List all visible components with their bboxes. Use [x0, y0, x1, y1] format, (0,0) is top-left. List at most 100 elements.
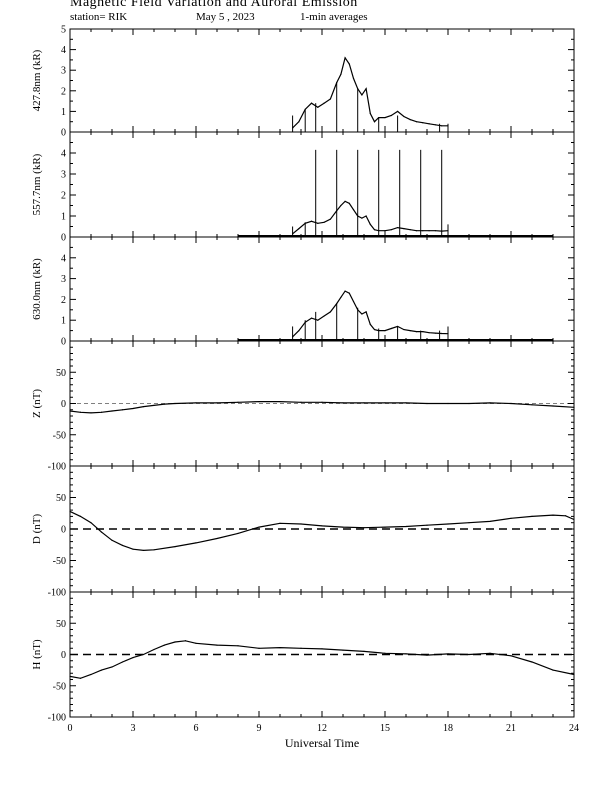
data-point [441, 332, 443, 335]
data-point [216, 644, 218, 646]
data-point [153, 648, 155, 651]
y-tick-label: -100 [48, 462, 66, 473]
data-point [323, 221, 325, 223]
panel-frame [69, 131, 575, 238]
x-tick-label: 0 [68, 723, 73, 734]
y-tick-label: 2 [61, 191, 66, 202]
station-label: station= RIK [70, 11, 128, 23]
data-point [378, 116, 380, 119]
y-tick-label: 50 [56, 619, 66, 630]
data-point [121, 409, 124, 411]
series-line [69, 510, 575, 552]
y-axis-label: D (nT) [31, 514, 43, 545]
data-point [132, 407, 134, 410]
data-point [279, 647, 281, 649]
data-point [258, 526, 260, 528]
data-point [258, 647, 260, 649]
data-point [552, 514, 554, 516]
data-point [426, 654, 428, 656]
y-tick-label: 4 [61, 149, 66, 160]
data-point [403, 228, 405, 230]
data-point [384, 230, 386, 232]
data-point [489, 402, 491, 404]
data-point [531, 661, 533, 663]
y-tick-label: 2 [61, 295, 66, 306]
data-point [310, 102, 313, 104]
data-point [344, 57, 346, 59]
series-line [69, 640, 575, 679]
data-point [142, 549, 145, 552]
data-point [292, 233, 294, 235]
x-tick-label: 15 [380, 723, 390, 734]
data-point [552, 405, 554, 407]
data-point [317, 222, 319, 224]
data-point [195, 402, 197, 404]
data-point [384, 330, 386, 332]
data-point [434, 124, 436, 126]
data-point [174, 641, 176, 643]
data-point [323, 315, 325, 317]
data-point [573, 673, 575, 676]
data-point [384, 526, 386, 528]
data-point [121, 544, 124, 546]
data-point [365, 311, 367, 313]
y-tick-label: 1 [61, 107, 66, 118]
data-point [163, 644, 166, 646]
data-point [153, 549, 155, 551]
panel-magnetic-z: -100 -50 0 50 Z (nT) [31, 340, 575, 473]
data-point [348, 202, 350, 204]
series-line [69, 401, 575, 414]
data-point [340, 204, 342, 207]
data-point [298, 228, 300, 230]
data-point [365, 88, 367, 90]
y-tick-label: 3 [61, 170, 66, 181]
data-point [357, 309, 359, 311]
data-point [468, 653, 470, 656]
data-point [279, 401, 281, 403]
data-point [352, 77, 355, 80]
data-point [310, 317, 313, 319]
data-point [378, 230, 380, 232]
data-point [79, 677, 82, 679]
data-point [342, 649, 344, 651]
data-point [363, 650, 365, 652]
data-point [90, 673, 92, 676]
data-point [216, 537, 218, 540]
data-point [357, 88, 359, 90]
data-point [397, 110, 399, 112]
data-point [447, 402, 449, 405]
data-point [100, 669, 103, 671]
y-tick-label: 0 [61, 650, 66, 661]
data-point [336, 210, 338, 212]
panel-frame [69, 236, 575, 342]
date-label: May 5 , 2023 [196, 11, 255, 23]
data-point [216, 402, 218, 404]
y-tick-label: 4 [61, 253, 66, 264]
data-point [422, 331, 424, 333]
data-point [174, 546, 176, 548]
data-point [405, 653, 407, 655]
data-point [79, 515, 82, 518]
y-tick-label: -100 [48, 588, 66, 599]
x-tick-label: 9 [257, 723, 262, 734]
data-point [405, 525, 407, 528]
data-point [415, 230, 418, 232]
data-point [100, 531, 103, 533]
y-axis-label: H (nT) [31, 639, 43, 670]
data-point [489, 652, 491, 654]
y-tick-label: 0 [61, 128, 66, 139]
y-axis-label: 557.7nm (kR) [31, 153, 43, 215]
data-point [565, 515, 567, 517]
data-point [184, 640, 187, 642]
data-point [441, 125, 443, 127]
panel-magnetic-d: -100 -50 0 50 D (nT) [31, 465, 575, 599]
data-point [100, 411, 103, 413]
data-point [428, 230, 430, 232]
data-point [369, 223, 371, 225]
data-point [352, 209, 355, 211]
data-point [279, 522, 281, 524]
data-point [361, 217, 363, 219]
x-tick-label: 24 [569, 723, 579, 734]
data-point [111, 666, 113, 668]
